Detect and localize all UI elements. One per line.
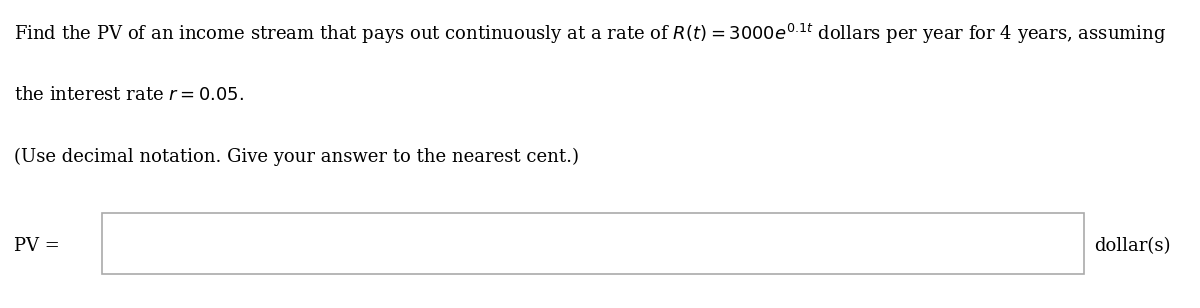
Text: the interest rate $r = 0.05.$: the interest rate $r = 0.05.$ bbox=[14, 86, 245, 104]
Text: dollar(s): dollar(s) bbox=[1094, 237, 1171, 255]
FancyBboxPatch shape bbox=[102, 213, 1084, 274]
Text: (Use decimal notation. Give your answer to the nearest cent.): (Use decimal notation. Give your answer … bbox=[14, 148, 580, 166]
Text: Find the PV of an income stream that pays out continuously at a rate of $R(t) = : Find the PV of an income stream that pay… bbox=[14, 22, 1166, 46]
Text: PV =: PV = bbox=[14, 237, 60, 255]
